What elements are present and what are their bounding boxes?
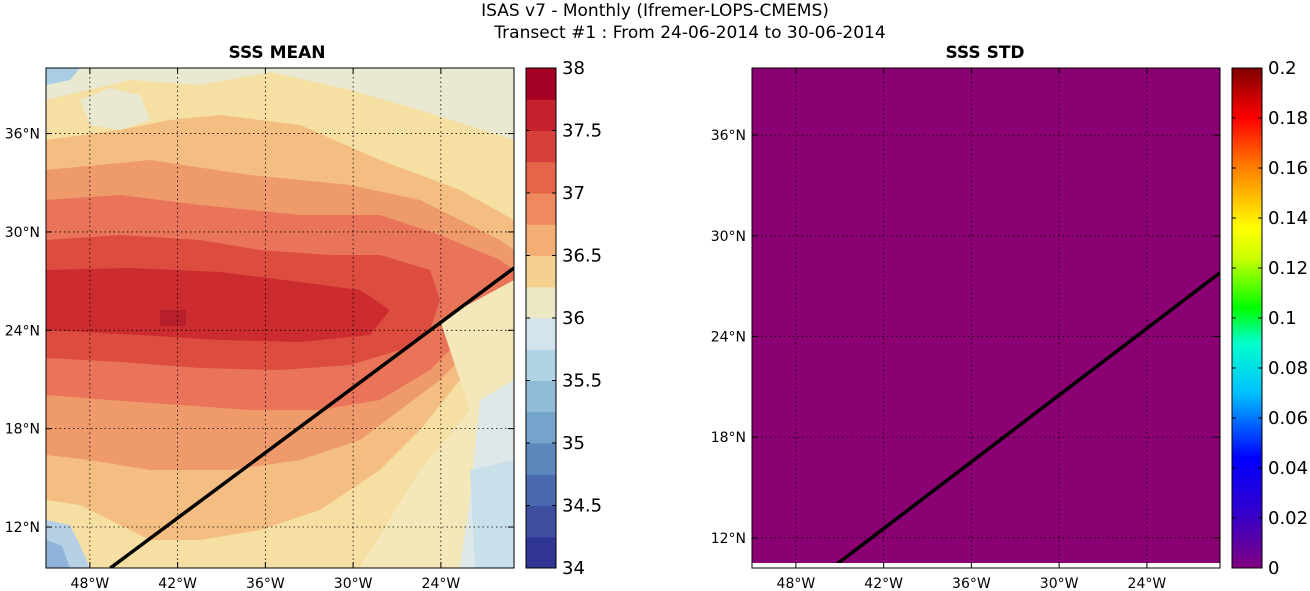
colorbar-tick-label: 34 bbox=[562, 558, 585, 579]
colorbar-swatch bbox=[526, 443, 556, 475]
y-axis-sss-mean: 12°N 18°N 24°N 30°N 36°N bbox=[5, 127, 514, 536]
colorbar-tick-label: 38 bbox=[562, 58, 585, 79]
colorbar-tick-label: 36.5 bbox=[562, 246, 602, 267]
colorbar-swatch bbox=[526, 286, 556, 319]
transect-line-sss-std bbox=[835, 271, 1220, 563]
colorbar-swatch bbox=[526, 255, 556, 288]
axes-frame-sss-std bbox=[751, 67, 1221, 569]
field-nw-patch bbox=[80, 88, 150, 130]
colorbar-tick-label: 34.5 bbox=[562, 496, 602, 517]
field-nw-corner bbox=[46, 68, 80, 85]
x-tick-label: 24°W bbox=[1128, 576, 1167, 591]
colorbar-sss-std: 0 0.02 0.04 0.06 0.08 0.1 0.12 0.14 0.16 0.18 0.2 bbox=[1231, 58, 1308, 579]
y-tick-label: 30°N bbox=[5, 225, 40, 241]
grid-lines-sss-mean bbox=[46, 68, 514, 568]
panel-sss-std: SSS STD 48°W 42°W 36°W 30°W 24°W 12°N 18°N 24°… bbox=[711, 43, 1308, 591]
colorbar-tick-label: 37.5 bbox=[562, 121, 602, 142]
y-tick-label: 36°N bbox=[711, 128, 746, 144]
colorbar-swatch bbox=[526, 99, 556, 131]
colorbar-tick-label: 36 bbox=[562, 308, 585, 329]
y-tick-label: 18°N bbox=[711, 430, 746, 446]
colorbar-swatch bbox=[526, 411, 556, 444]
colorbar-swatch bbox=[526, 318, 556, 350]
panel-title-sss-mean: SSS MEAN bbox=[228, 43, 325, 63]
colorbar-swatch bbox=[526, 193, 556, 225]
colorbar-tick-label: 35 bbox=[562, 433, 585, 454]
y-tick-label: 18°N bbox=[5, 422, 40, 438]
y-tick-label: 12°N bbox=[5, 520, 40, 536]
colorbar-tick-label: 37 bbox=[562, 183, 585, 204]
colorbar-tick-label: 0.1 bbox=[1268, 308, 1297, 329]
colorbar-tick-label: 0.14 bbox=[1268, 208, 1308, 229]
colorbar-tick-label: 0.16 bbox=[1268, 158, 1308, 179]
field-band-37-5 bbox=[46, 268, 390, 342]
transect-line-sss-mean bbox=[109, 266, 514, 568]
grid-lines-sss-std bbox=[752, 68, 1220, 568]
colorbar-swatch bbox=[526, 130, 556, 163]
x-tick-label: 42°W bbox=[864, 576, 903, 591]
figure-subtitle: Transect #1 : From 24-06-2014 to 30-06-2… bbox=[493, 23, 885, 43]
colorbar-tick-label: 0.02 bbox=[1268, 508, 1308, 529]
x-tick-label: 36°W bbox=[246, 576, 285, 591]
colorbar-swatch bbox=[526, 505, 556, 538]
transect-path bbox=[835, 271, 1220, 563]
colorbar-gradient bbox=[1232, 68, 1262, 568]
axes-frame-sss-mean bbox=[45, 67, 515, 569]
colorbar-tick-label: 0.18 bbox=[1268, 108, 1308, 129]
colorbar-tick-label: 0.2 bbox=[1268, 58, 1297, 79]
x-tick-label: 48°W bbox=[777, 576, 816, 591]
colorbar-tick-label: 0.06 bbox=[1268, 408, 1308, 429]
x-axis-sss-std: 48°W 42°W 36°W 30°W 24°W bbox=[777, 68, 1167, 591]
field-max-cell bbox=[160, 310, 186, 326]
x-tick-label: 24°W bbox=[422, 576, 461, 591]
colorbar-tick-label: 0.04 bbox=[1268, 458, 1308, 479]
sss-std-field bbox=[752, 68, 1220, 563]
colorbar-swatch bbox=[526, 536, 556, 569]
sss-mean-field bbox=[46, 68, 514, 568]
y-axis-sss-std: 12°N 18°N 24°N 30°N 36°N bbox=[711, 128, 1220, 547]
colorbar-tick-label: 0.12 bbox=[1268, 258, 1308, 279]
colorbar-tick-label: 0.08 bbox=[1268, 358, 1308, 379]
x-tick-label: 48°W bbox=[71, 576, 110, 591]
y-tick-label: 30°N bbox=[711, 229, 746, 245]
colorbar-tick-label: 35.5 bbox=[562, 371, 602, 392]
colorbar-swatch bbox=[526, 349, 556, 381]
transect-path bbox=[109, 266, 514, 568]
y-tick-label: 12°N bbox=[711, 531, 746, 547]
field-band-35-75 bbox=[470, 460, 514, 568]
colorbar-sss-mean: 34 34.5 35 35.5 36 36.5 37 37.5 38 bbox=[525, 58, 602, 579]
y-tick-label: 24°N bbox=[711, 329, 746, 345]
x-axis-sss-mean: 48°W 42°W 36°W 30°W 24°W bbox=[71, 68, 461, 591]
x-tick-label: 36°W bbox=[952, 576, 991, 591]
panel-title-sss-std: SSS STD bbox=[945, 43, 1024, 63]
y-tick-label: 24°N bbox=[5, 323, 40, 339]
x-tick-label: 30°W bbox=[1040, 576, 1079, 591]
colorbar-swatch bbox=[526, 161, 556, 194]
colorbar-swatch bbox=[526, 68, 556, 100]
field-band-sw-fresher bbox=[46, 540, 70, 568]
panel-sss-mean: SSS MEAN 48°W 42°W 36°W 30°W 24°W 12°N 18°N 24… bbox=[5, 43, 602, 591]
colorbar-swatch bbox=[526, 474, 556, 506]
colorbar-tick-label: 0 bbox=[1268, 558, 1279, 579]
colorbar-swatch bbox=[526, 380, 556, 413]
y-tick-label: 36°N bbox=[5, 127, 40, 143]
colorbar-swatch bbox=[526, 224, 556, 256]
figure-title: ISAS v7 - Monthly (Ifremer-LOPS-CMEMS) bbox=[481, 1, 829, 21]
x-tick-label: 42°W bbox=[158, 576, 197, 591]
x-tick-label: 30°W bbox=[334, 576, 373, 591]
